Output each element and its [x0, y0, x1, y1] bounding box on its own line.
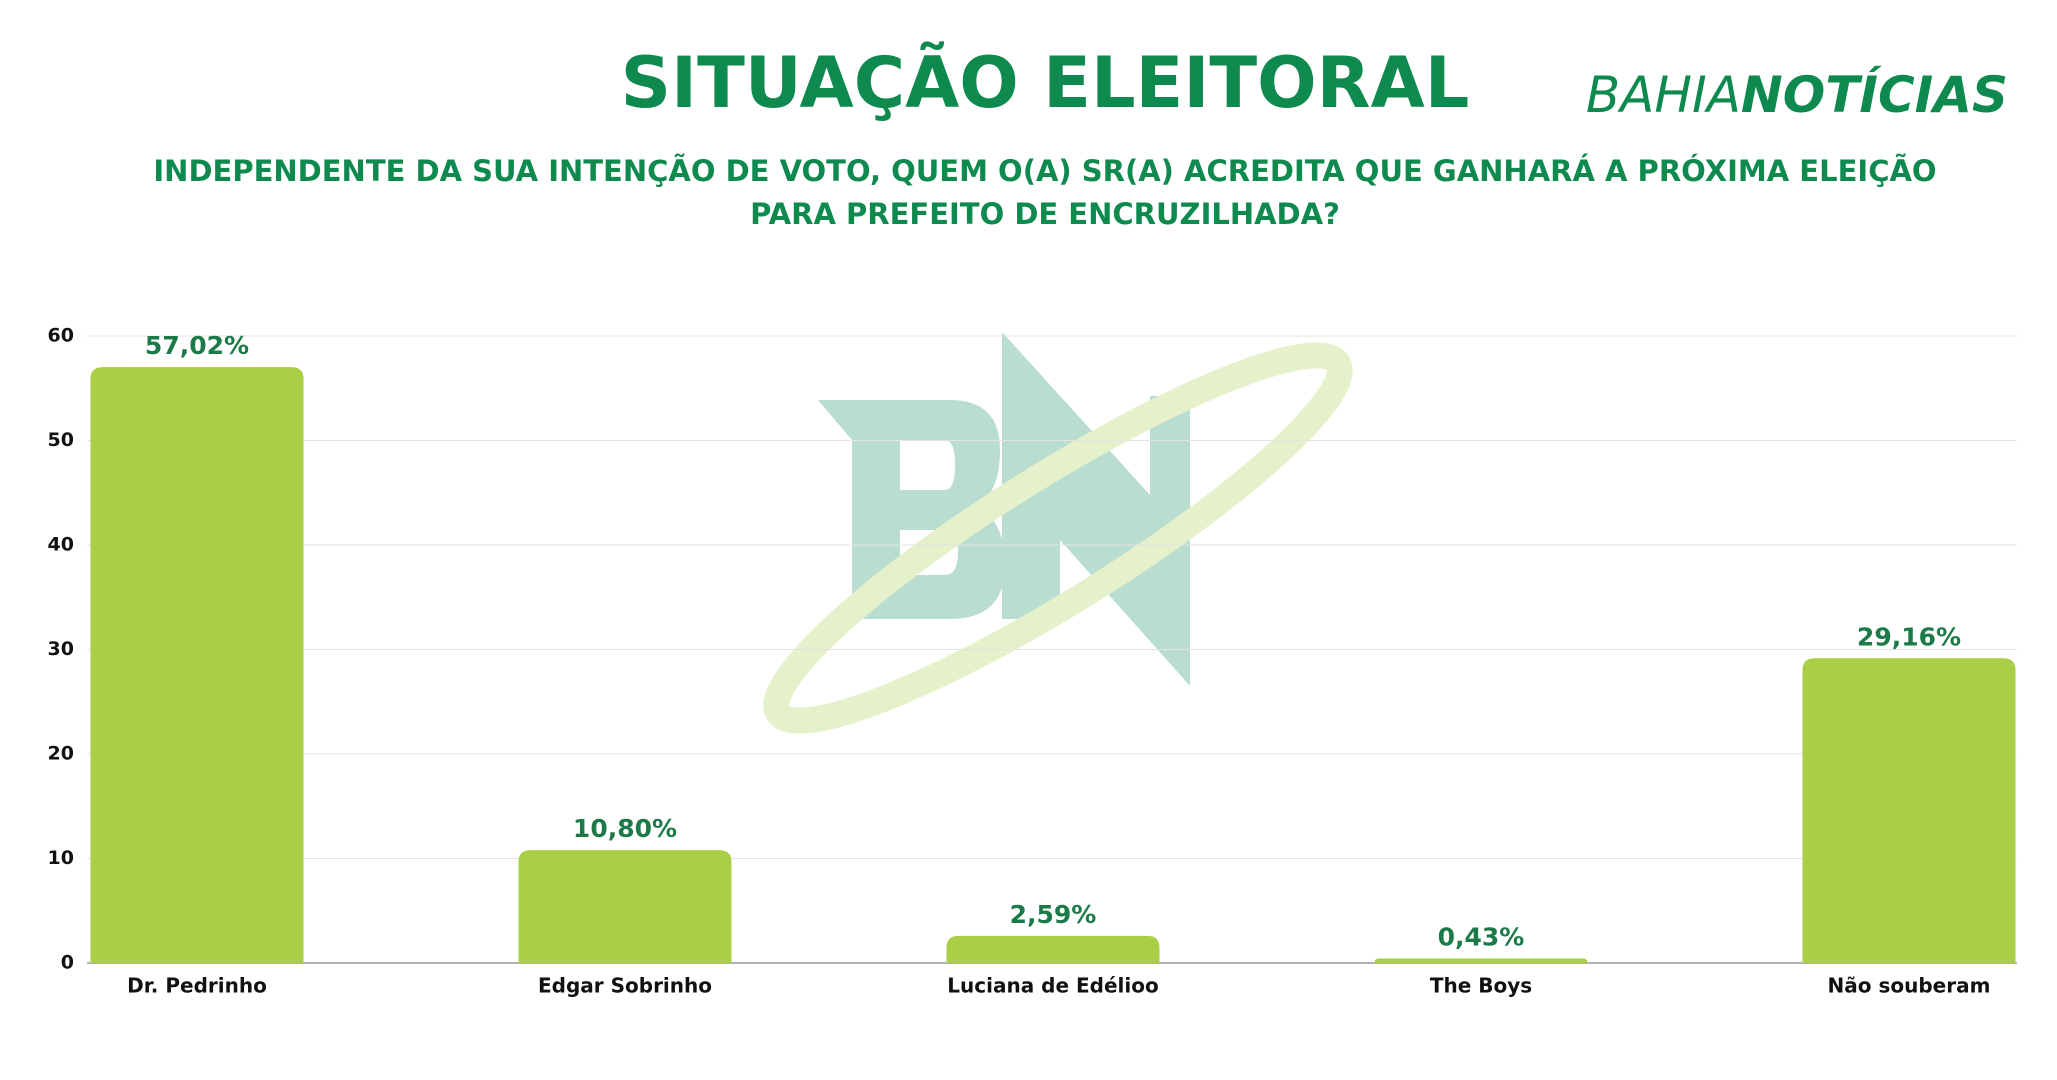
watermark	[763, 332, 1353, 734]
chart-title: SITUAÇÃO ELEITORAL	[621, 42, 1470, 124]
y-tick-label: 40	[48, 534, 74, 556]
bar	[946, 935, 1160, 963]
subtitle: INDEPENDENTE DA SUA INTENÇÃO DE VOTO, QU…	[153, 154, 1936, 188]
y-tick-label: 20	[48, 743, 74, 765]
y-tick-label: 50	[48, 429, 74, 451]
y-tick-label: 10	[48, 847, 74, 869]
value-label: 57,02%	[145, 331, 249, 360]
y-tick-label: 0	[61, 952, 74, 974]
logo-part: BAHIA	[1586, 66, 1741, 124]
x-tick-label: The Boys	[1430, 974, 1532, 998]
logo-part: NOTÍCIAS	[1741, 65, 2008, 124]
y-tick-label: 30	[48, 638, 74, 660]
bar	[1802, 658, 2016, 963]
value-label: 0,43%	[1438, 923, 1525, 952]
subtitle: PARA PREFEITO DE ENCRUZILHADA?	[750, 197, 1340, 231]
bar	[518, 850, 732, 963]
bar	[1374, 958, 1588, 963]
value-label: 2,59%	[1010, 900, 1097, 929]
x-tick-label: Edgar Sobrinho	[538, 974, 712, 998]
x-tick-label: Dr. Pedrinho	[127, 974, 267, 998]
x-tick-label: Luciana de Edélioo	[947, 974, 1158, 998]
value-label: 10,80%	[573, 814, 677, 843]
logo: BAHIANOTÍCIAS	[1586, 65, 2008, 124]
value-label: 29,16%	[1857, 622, 1961, 651]
y-tick-label: 60	[48, 325, 74, 347]
x-tick-label: Não souberam	[1828, 974, 1991, 998]
bar	[90, 367, 304, 963]
